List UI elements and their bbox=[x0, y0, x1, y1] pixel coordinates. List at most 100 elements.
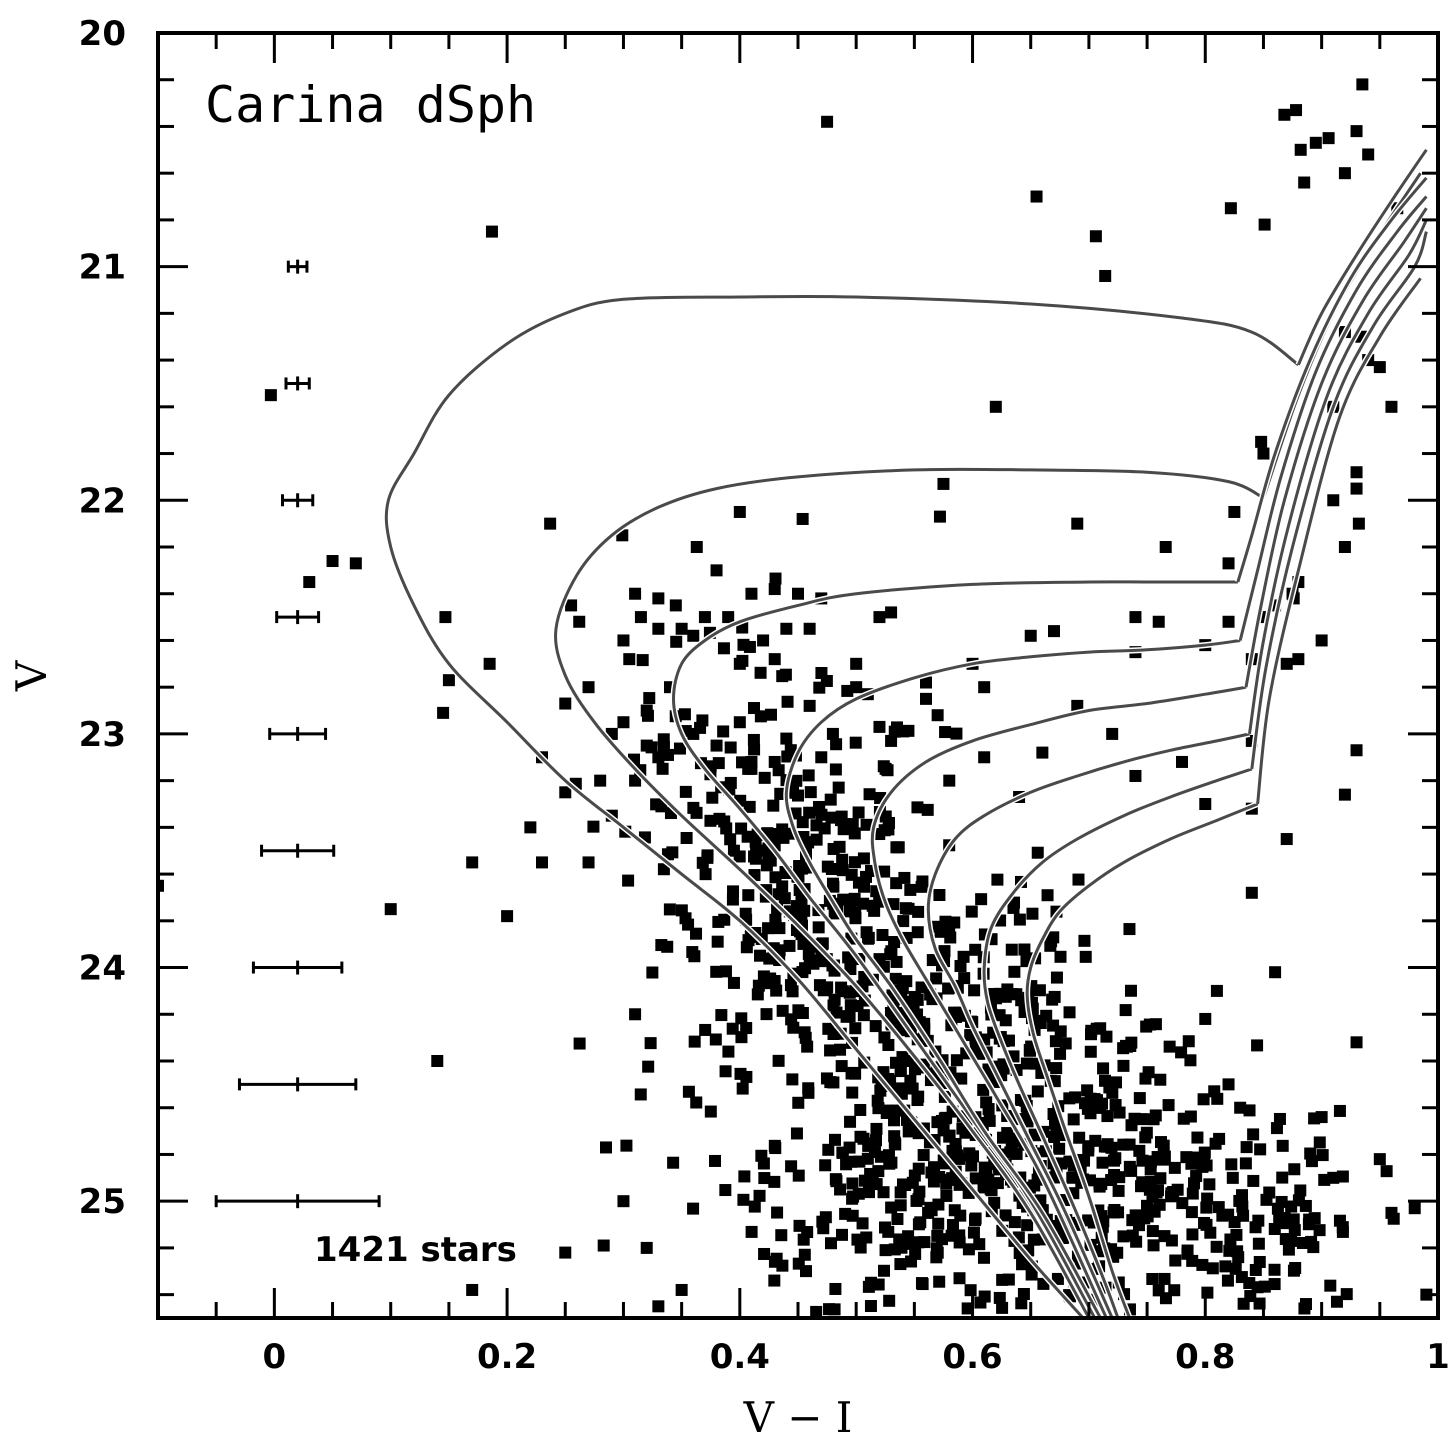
star-point bbox=[878, 865, 891, 878]
isochrone-line bbox=[1297, 148, 1428, 366]
star-point bbox=[1162, 1099, 1175, 1112]
x-tick-label: 0.4 bbox=[710, 1337, 770, 1377]
star-point bbox=[1152, 615, 1165, 628]
star-point bbox=[999, 1209, 1012, 1222]
star-point bbox=[846, 1192, 859, 1205]
star-point bbox=[881, 764, 894, 777]
star-point bbox=[622, 874, 635, 887]
star-point bbox=[643, 692, 656, 705]
star-point bbox=[790, 774, 803, 787]
star-point bbox=[1176, 755, 1188, 768]
star-point bbox=[933, 510, 946, 523]
star-point bbox=[650, 798, 663, 811]
star-point bbox=[975, 893, 988, 906]
star-point bbox=[1146, 1272, 1159, 1285]
star-point bbox=[1165, 1234, 1178, 1247]
star-point bbox=[869, 1020, 882, 1033]
star-point bbox=[822, 1022, 835, 1035]
isochrone-line bbox=[672, 580, 1238, 1318]
star-point bbox=[864, 1137, 877, 1150]
star-point bbox=[726, 1022, 739, 1035]
star-point bbox=[678, 708, 691, 721]
star-point bbox=[885, 1201, 898, 1214]
star-point bbox=[878, 1221, 891, 1234]
star-point bbox=[781, 695, 794, 708]
star-point bbox=[965, 1159, 978, 1172]
star-point bbox=[670, 635, 683, 648]
star-point bbox=[617, 634, 630, 647]
star-point bbox=[1373, 361, 1386, 374]
star-point bbox=[948, 1204, 961, 1217]
star-point bbox=[1027, 1233, 1040, 1246]
star-point bbox=[803, 699, 816, 712]
star-point bbox=[1288, 1163, 1301, 1176]
star-point bbox=[1236, 1189, 1249, 1202]
star-point bbox=[938, 921, 951, 934]
star-point bbox=[912, 1090, 925, 1103]
star-point bbox=[1135, 1113, 1148, 1126]
x-tick-label: 0.6 bbox=[942, 1337, 1002, 1377]
star-point bbox=[1176, 1197, 1189, 1210]
star-point bbox=[1226, 1171, 1239, 1184]
star-point bbox=[1239, 1157, 1252, 1170]
star-points bbox=[158, 78, 1433, 1318]
star-point bbox=[1017, 1287, 1030, 1300]
star-point bbox=[899, 1179, 912, 1192]
star-point bbox=[878, 1264, 891, 1277]
star-point bbox=[1046, 993, 1059, 1006]
star-point bbox=[834, 1043, 847, 1056]
star-point bbox=[673, 742, 686, 755]
star-point bbox=[663, 903, 676, 916]
star-point bbox=[894, 1199, 907, 1212]
star-point bbox=[544, 517, 557, 530]
star-point bbox=[1001, 983, 1014, 996]
star-point bbox=[801, 1226, 814, 1239]
star-point bbox=[690, 927, 703, 940]
star-point bbox=[849, 736, 862, 749]
star-point bbox=[841, 684, 854, 697]
star-point bbox=[818, 822, 831, 835]
star-point bbox=[1082, 1214, 1095, 1227]
star-point bbox=[736, 654, 749, 667]
star-point bbox=[1020, 1057, 1033, 1070]
star-point bbox=[967, 1226, 980, 1239]
star-point bbox=[641, 709, 654, 722]
star-point bbox=[1273, 1213, 1286, 1226]
star-point bbox=[1243, 1104, 1256, 1117]
star-point bbox=[1154, 1172, 1167, 1185]
star-point bbox=[667, 1156, 680, 1169]
star-point bbox=[1251, 1281, 1264, 1294]
star-point bbox=[740, 1070, 753, 1083]
star-point bbox=[1249, 1221, 1262, 1234]
star-point bbox=[718, 815, 731, 828]
star-point bbox=[944, 931, 957, 944]
star-point bbox=[982, 1173, 995, 1186]
star-point bbox=[829, 1173, 842, 1186]
star-point bbox=[600, 1141, 612, 1154]
star-point bbox=[819, 1211, 832, 1224]
star-point bbox=[822, 1143, 835, 1156]
star-point bbox=[837, 893, 850, 906]
star-point bbox=[1276, 1139, 1289, 1152]
star-point bbox=[1185, 1157, 1198, 1170]
star-point bbox=[711, 935, 724, 948]
star-point bbox=[846, 1086, 859, 1099]
axis-ticks bbox=[156, 31, 1440, 1318]
star-point bbox=[501, 910, 514, 923]
star-point bbox=[1235, 1271, 1248, 1284]
star-point bbox=[1094, 1101, 1107, 1114]
star-point bbox=[1308, 1112, 1321, 1125]
star-point bbox=[969, 1172, 982, 1185]
star-point bbox=[158, 879, 164, 892]
star-point bbox=[1299, 1298, 1312, 1311]
star-point bbox=[1133, 1092, 1146, 1105]
star-point bbox=[921, 803, 934, 816]
isochrone-line bbox=[1256, 277, 1422, 805]
star-point bbox=[777, 831, 790, 844]
star-point bbox=[1090, 1022, 1103, 1035]
star-point bbox=[1152, 1284, 1165, 1297]
star-point bbox=[644, 1037, 657, 1050]
star-point bbox=[733, 716, 746, 729]
star-point bbox=[835, 1060, 848, 1073]
star-point bbox=[1324, 1279, 1337, 1292]
